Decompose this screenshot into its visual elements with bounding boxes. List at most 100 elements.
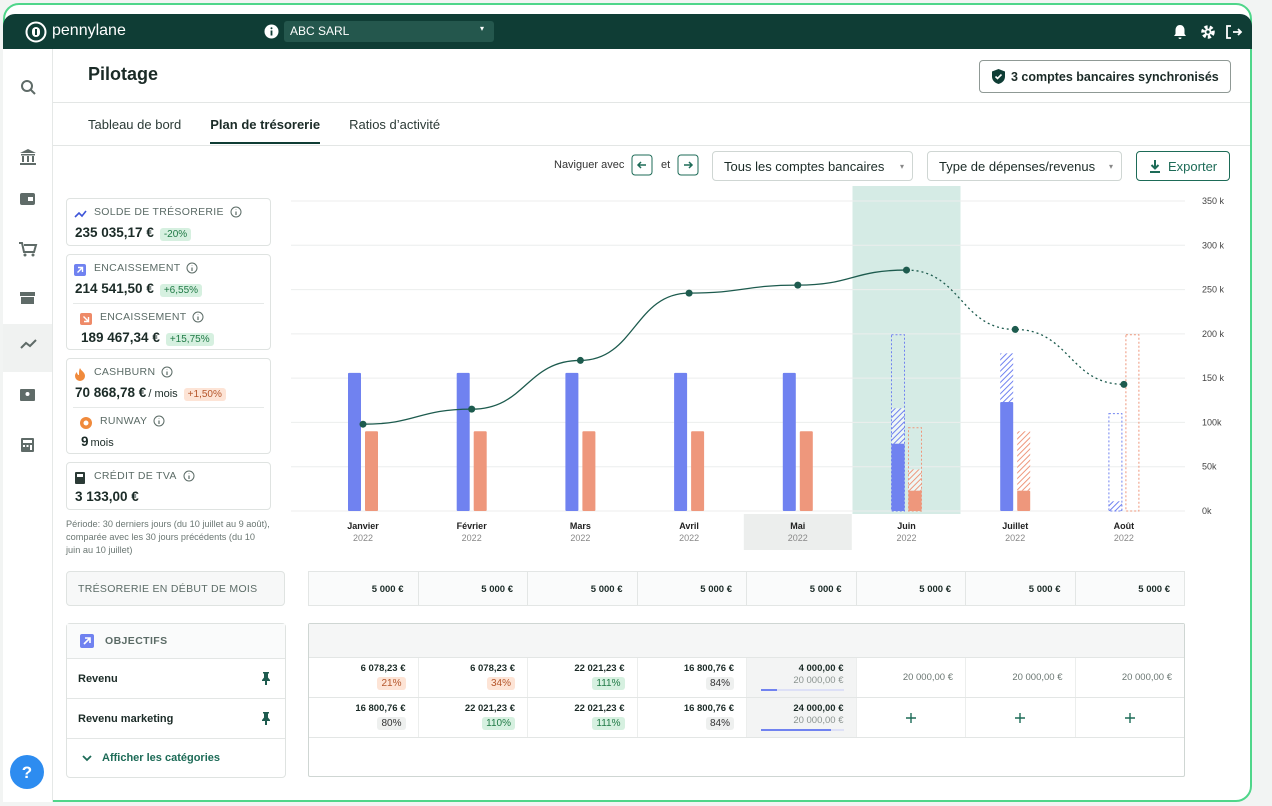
y-tick-label: 150 k [1202,373,1225,383]
kpi-value-text: 70 868,78 € [75,385,147,400]
objectives-table-header [309,624,1184,658]
x-tick-year: 2022 [462,533,482,543]
icon-shape [75,368,85,381]
objective-value: 6 078,23 € [360,663,406,674]
tab[interactable]: Plan de trésorerie [210,117,321,144]
export-button[interactable]: Exporter [1136,151,1230,181]
info-icon [264,24,279,39]
types-select[interactable]: Type de dépenses/revenus ▾ [927,151,1122,181]
balance-line [362,269,907,425]
kpi-item: CASHBURN 70 868,78 € / mois +1,50% [67,359,270,407]
objectives-panel: OBJECTIFS Revenu Revenu marketing Affiche… [66,623,286,778]
kpi-value: 235 035,17 € -20% [75,225,192,241]
chevron [82,754,92,761]
x-tick-year: 2022 [1005,533,1025,543]
navigate-label: Naviguer avec [554,159,625,171]
objective-cell: 20 000,00 € [1074,658,1185,697]
top-bar: pennylane ABC SARL ▾ [3,14,1252,49]
icon-shape [186,262,198,274]
chart: 0k 50k 100k 150 k 200 k 250 k 300 k 350 k Janvie… [291,186,1225,550]
bar [799,431,813,511]
objective-badge: 84% [705,677,734,690]
kpi-icon [75,368,85,381]
kpi-value-text: 3 133,00 € [75,489,139,504]
objective-value: 4 000,00 € [798,663,844,674]
add-button[interactable] [905,713,916,723]
objective-value: 22 021,23 € [574,703,625,714]
header-icons[interactable] [1171,23,1245,41]
objective-table-row: 6 078,23 € 21% 6 078,23 € 34% 22 021,23 € 111… [309,658,1184,698]
icon-shape [74,210,87,218]
bar [1000,402,1014,511]
kpi-delta: +1,50% [183,388,226,401]
kpi-label: CRÉDIT DE TVA [94,470,195,482]
categories-toggle[interactable]: Afficher les catégories [67,739,285,777]
balance-point [359,420,367,428]
info-icon [230,206,242,218]
balance-line [906,269,1124,385]
objective-target: 20 000,00 € [902,672,953,683]
treasury-cell: 5 000 € [855,572,966,605]
nav-icons[interactable]: ? [3,49,53,802]
tab[interactable]: Ratios d’activité [349,117,441,132]
treasury-value: 5 000 € [919,584,951,595]
add-button[interactable] [1124,713,1135,723]
add-button[interactable] [1015,713,1026,723]
x-tick-year: 2022 [896,533,916,543]
objective-value: 22 021,23 € [464,703,515,714]
objective-value: 16 800,76 € [683,663,734,674]
download-icon [1150,159,1160,173]
objective-cell: 22 021,23 € 111% [527,698,637,737]
types-text: Type de dépenses/revenus [939,158,1096,174]
divider [53,102,1250,103]
objective-cell: 16 800,76 € 84% [636,658,747,697]
bar [582,431,596,511]
bar [1125,334,1140,512]
icon-shape [183,470,195,482]
tab[interactable]: Tableau de bord [88,117,182,132]
company-name: ABC SARL [290,24,350,38]
bar [691,431,705,511]
logo-icon [25,21,47,43]
x-tick-year: 2022 [570,533,590,543]
treasury-value: 5 000 € [481,584,513,595]
balance-point [903,266,910,274]
accounts-select[interactable]: Tous les comptes bancaires ▾ [712,151,913,181]
balance-point [468,405,476,413]
objective-badge: 111% [592,717,625,730]
objective-value: 6 078,23 € [470,663,515,674]
kpi-value: 189 467,34 € +15,75% [81,330,214,346]
sync-text: 3 comptes bancaires synchronisés [1011,69,1219,84]
objective-cell: 6 078,23 € 34% [417,658,528,697]
treasury-cell: 5 000 € [636,572,747,605]
company-select[interactable]: ABC SARL ▾ [284,21,494,42]
icon-shape [1124,713,1135,723]
nav-arrows[interactable] [631,154,701,176]
treasury-cell: 5 000 € [527,572,637,605]
objective-cell [1074,698,1185,737]
x-tick-year: 2022 [788,533,808,543]
pin-icon[interactable] [261,672,271,685]
objective-target: 20 000,00 € [793,715,844,726]
objective-target: 20 000,00 € [1012,672,1063,683]
kpi-label-text: ENCAISSEMENT [100,311,187,323]
bar [908,490,922,511]
objective-label: Revenu [78,672,118,685]
objective-cell [965,698,1075,737]
bar [1017,490,1031,511]
pin-icon[interactable] [261,712,271,725]
y-tick-label: 0k [1202,506,1212,516]
kpi-icon [75,472,85,484]
x-tick-label: Août [1114,521,1135,531]
objectives-header: OBJECTIFS [67,624,285,659]
sync-button[interactable]: 3 comptes bancaires synchronisés [979,60,1231,93]
objective-value: 22 021,23 € [574,663,625,674]
x-tick-label: Février [457,521,488,531]
balance-point [1011,325,1019,333]
objective-row: Revenu [67,659,285,699]
kpi-label: SOLDE DE TRÉSORERIE [94,206,242,218]
kpi-label-text: CRÉDIT DE TVA [94,470,177,482]
treasury-cell: 5 000 € [965,572,1075,605]
kpi-card: SOLDE DE TRÉSORERIE 235 035,17 € -20% [66,198,271,246]
icon-shape [262,712,270,725]
